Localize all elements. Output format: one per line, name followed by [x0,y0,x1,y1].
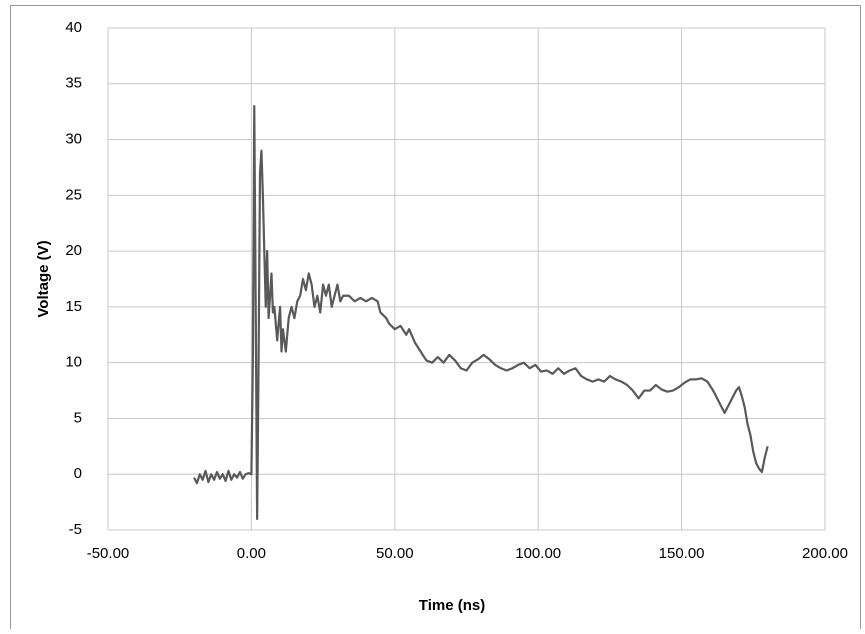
y-tick-label: 0 [74,465,82,482]
x-tick-label: 200.00 [802,545,848,562]
y-tick-label: 5 [74,409,82,426]
x-tick-label: -50.00 [87,545,130,562]
y-axis-title: Voltage (V) [35,240,52,317]
y-tick-label: 30 [65,131,82,148]
y-tick-label: 10 [65,354,82,371]
x-tick-label: 0.00 [237,545,266,562]
x-tick-label: 50.00 [376,545,414,562]
x-tick-label: 100.00 [515,545,561,562]
y-tick-label: 40 [65,19,82,36]
y-tick-label: -5 [69,521,82,538]
y-tick-label: 35 [65,75,82,92]
data-line [193,104,769,520]
chart-border [10,5,861,634]
y-tick-label: 25 [65,186,82,203]
y-tick-label: 20 [65,242,82,259]
y-tick-label: 15 [65,298,82,315]
x-tick-label: 150.00 [659,545,705,562]
x-axis-title: Time (ns) [419,597,485,614]
